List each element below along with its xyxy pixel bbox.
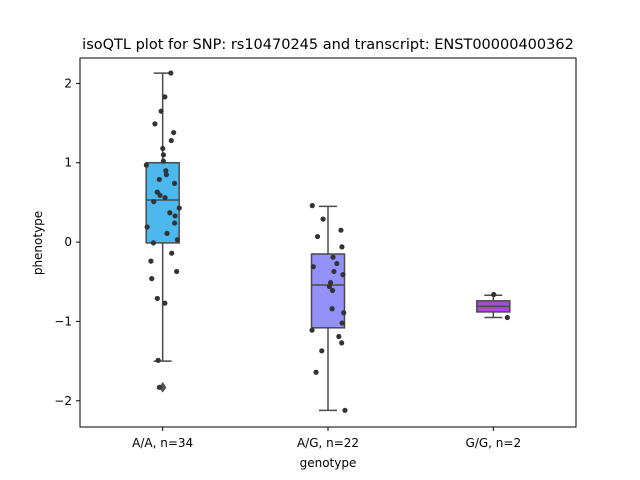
data-point xyxy=(328,279,334,286)
data-point xyxy=(160,152,167,158)
data-point xyxy=(329,306,335,312)
data-point xyxy=(163,168,169,174)
data-point xyxy=(326,283,333,290)
data-point xyxy=(172,213,178,219)
y-tick-label: −2 xyxy=(54,394,72,408)
data-point xyxy=(163,172,170,178)
box-iqr xyxy=(145,161,180,244)
data-point xyxy=(154,295,160,302)
data-point xyxy=(168,70,174,76)
data-point xyxy=(162,94,168,100)
data-point xyxy=(491,291,497,298)
y-tick-label: 2 xyxy=(64,76,72,90)
data-point xyxy=(338,227,344,233)
data-point xyxy=(339,320,345,326)
data-point xyxy=(167,210,173,216)
y-axis-label: phenotype xyxy=(31,211,45,275)
box-group xyxy=(476,291,511,321)
data-point xyxy=(309,203,315,209)
data-point xyxy=(148,258,154,264)
data-point xyxy=(156,176,162,183)
data-point xyxy=(160,145,166,152)
data-point xyxy=(143,162,149,168)
data-point xyxy=(342,407,348,413)
data-point xyxy=(329,287,336,294)
x-tick-label: A/G, n=22 xyxy=(297,436,359,450)
box-group xyxy=(143,70,182,393)
data-point xyxy=(151,199,157,205)
y-axis: −2 −1 0 1 2 xyxy=(54,76,80,408)
data-point xyxy=(330,254,336,260)
data-point xyxy=(172,220,178,226)
data-point xyxy=(168,137,174,144)
data-point xyxy=(162,195,168,201)
data-point xyxy=(341,310,347,316)
x-axis: A/A, n=34 A/G, n=22 G/G, n=2 xyxy=(132,427,521,450)
data-point xyxy=(150,240,157,246)
data-point xyxy=(340,272,346,278)
data-point xyxy=(174,237,181,243)
data-point xyxy=(319,348,325,354)
data-point xyxy=(169,250,175,256)
data-point xyxy=(149,276,155,282)
data-point xyxy=(171,180,178,186)
data-point xyxy=(174,268,180,275)
data-point xyxy=(331,268,337,275)
data-point xyxy=(309,327,315,333)
data-point xyxy=(171,129,177,136)
data-point xyxy=(152,121,158,127)
x-tick-label: G/G, n=2 xyxy=(466,436,522,450)
data-point xyxy=(339,244,345,250)
x-tick-label: A/A, n=34 xyxy=(132,436,193,450)
chart-title: isoQTL plot for SNP: rs10470245 and tran… xyxy=(82,37,574,53)
data-point xyxy=(176,205,182,211)
plot-area xyxy=(143,70,511,413)
data-point xyxy=(334,260,340,267)
data-point xyxy=(164,230,170,236)
data-point xyxy=(313,369,319,375)
data-point xyxy=(157,192,163,198)
data-point xyxy=(144,224,150,230)
data-point xyxy=(160,158,167,164)
data-point xyxy=(310,264,316,270)
data-point xyxy=(320,216,326,222)
data-point xyxy=(504,314,510,321)
x-axis-label: genotype xyxy=(300,456,357,470)
box-group xyxy=(309,203,348,413)
data-point xyxy=(162,300,168,306)
data-point xyxy=(155,357,161,363)
box-iqr xyxy=(310,253,346,329)
y-tick-label: −1 xyxy=(54,314,72,328)
y-tick-label: 0 xyxy=(64,235,72,249)
data-point xyxy=(314,233,321,240)
data-point xyxy=(158,108,164,114)
y-tick-label: 1 xyxy=(64,156,72,170)
data-point xyxy=(156,384,163,390)
data-point xyxy=(339,340,345,346)
data-point xyxy=(336,333,342,340)
